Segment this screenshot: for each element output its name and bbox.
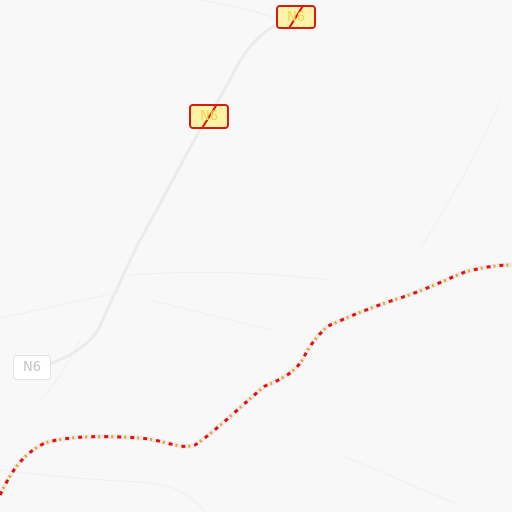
shield-label: N6 xyxy=(287,9,305,25)
minor-road xyxy=(419,99,501,251)
road-n6-north xyxy=(34,15,296,370)
minor-road xyxy=(339,454,461,506)
road-closure-orange xyxy=(0,263,512,496)
minor-road xyxy=(199,0,281,21)
shield-label: N6 xyxy=(23,360,41,375)
road-closed-shield[interactable]: N6 xyxy=(189,104,229,129)
minor-road xyxy=(39,339,81,401)
route-shield[interactable]: N6 xyxy=(13,355,51,380)
minor-road xyxy=(129,271,331,281)
road-closed-shield[interactable]: N6 xyxy=(276,5,316,29)
minor-road xyxy=(0,291,121,319)
minor-road xyxy=(0,469,206,512)
road-closure-red xyxy=(0,263,512,496)
shield-label: N6 xyxy=(200,109,218,124)
road-main-south xyxy=(0,262,512,497)
minor-road xyxy=(149,299,271,331)
